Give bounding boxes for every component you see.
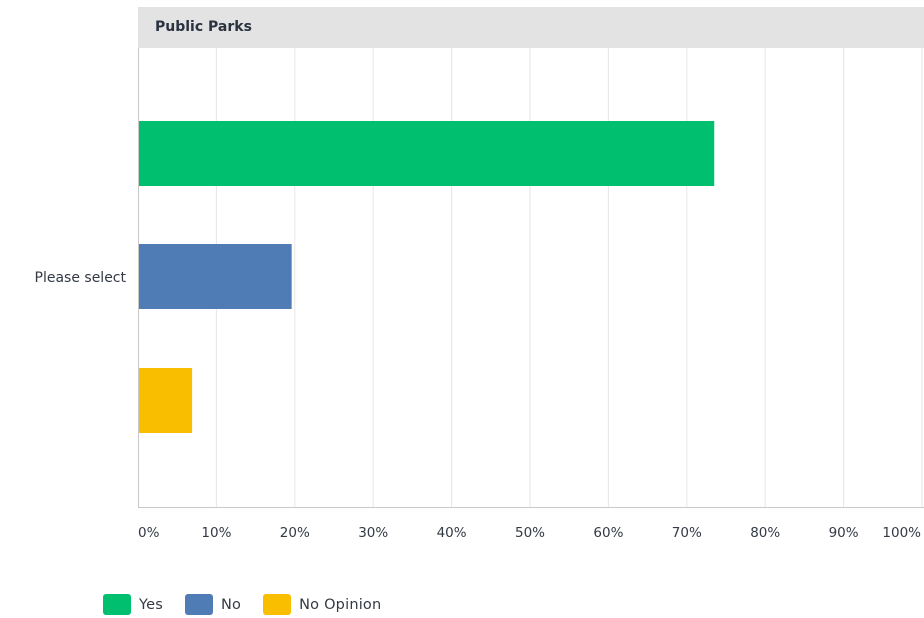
x-tick-label-100pct: 100% xyxy=(882,525,921,541)
legend-label-no-opinion: No Opinion xyxy=(299,596,382,613)
legend-item-yes: Yes xyxy=(103,594,163,615)
legend-swatch-no-opinion xyxy=(263,594,292,615)
legend-item-no-opinion: No Opinion xyxy=(263,594,381,615)
title-band xyxy=(138,7,924,48)
x-tick-label-70pct: 70% xyxy=(672,525,702,541)
x-tick-label-10pct: 10% xyxy=(201,525,231,541)
legend-item-no: No xyxy=(185,594,241,615)
bar-no xyxy=(139,244,292,309)
category-label: Please select xyxy=(35,270,127,286)
bar-yes xyxy=(139,121,715,186)
legend-label-no: No xyxy=(221,596,242,613)
x-tick-label-80pct: 80% xyxy=(750,525,780,541)
x-tick-label-30pct: 30% xyxy=(358,525,388,541)
legend-swatch-no xyxy=(185,594,214,615)
grid-lines xyxy=(215,48,923,507)
legend-label-yes: Yes xyxy=(139,596,164,613)
x-tick-label-20pct: 20% xyxy=(280,525,310,541)
x-tick-labels: 0% 10% 20% 30% 40% 50% 60% 70% 80% 90% 100% xyxy=(138,525,921,541)
x-tick-label-40pct: 40% xyxy=(437,525,467,541)
x-tick-label-60pct: 60% xyxy=(593,525,623,541)
chart-title: Public Parks xyxy=(155,19,252,35)
bars xyxy=(139,121,715,433)
x-tick-label-90pct: 90% xyxy=(829,525,859,541)
legend-swatch-yes xyxy=(103,594,131,615)
bar-no-opinion xyxy=(139,368,193,433)
x-tick-label-0pct: 0% xyxy=(138,525,160,541)
legend: Yes No No Opinion xyxy=(103,594,403,615)
x-tick-label-50pct: 50% xyxy=(515,525,545,541)
